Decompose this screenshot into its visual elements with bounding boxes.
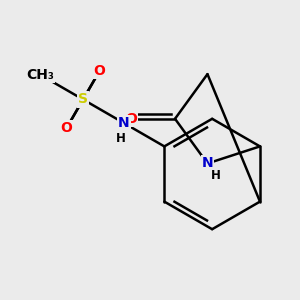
Text: O: O xyxy=(61,121,72,135)
Text: N: N xyxy=(202,157,213,170)
Text: O: O xyxy=(94,64,106,78)
Text: H: H xyxy=(211,169,221,182)
Text: O: O xyxy=(125,112,137,126)
Text: H: H xyxy=(116,132,126,145)
Text: N: N xyxy=(118,116,130,130)
Text: S: S xyxy=(78,92,88,106)
Text: CH₃: CH₃ xyxy=(26,68,54,82)
